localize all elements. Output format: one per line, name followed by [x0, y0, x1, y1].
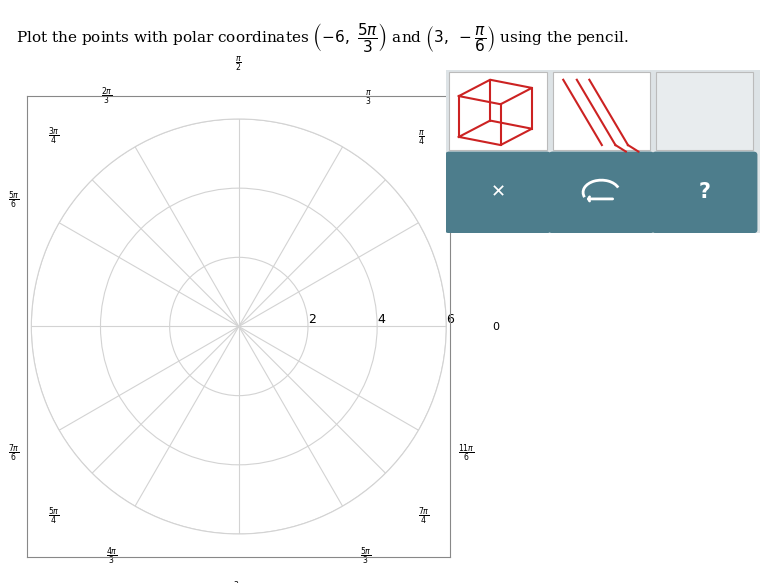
- Text: 4: 4: [377, 314, 385, 326]
- FancyBboxPatch shape: [656, 72, 753, 150]
- Text: ✕: ✕: [490, 184, 506, 201]
- Text: $\frac{\pi}{6}$: $\frac{\pi}{6}$: [458, 191, 465, 209]
- Text: $\frac{5\pi}{4}$: $\frac{5\pi}{4}$: [48, 505, 60, 527]
- Text: $\frac{3\pi}{2}$: $\frac{3\pi}{2}$: [233, 580, 244, 583]
- FancyBboxPatch shape: [549, 152, 654, 233]
- Text: $\frac{\pi}{4}$: $\frac{\pi}{4}$: [418, 129, 424, 147]
- Text: 2: 2: [308, 314, 316, 326]
- Text: $\frac{2\pi}{3}$: $\frac{2\pi}{3}$: [100, 86, 112, 107]
- Text: $\frac{\pi}{2}$: $\frac{\pi}{2}$: [236, 54, 242, 73]
- Text: $\frac{5\pi}{3}$: $\frac{5\pi}{3}$: [359, 546, 371, 567]
- Text: Plot the points with polar coordinates $\left(-6,\ \dfrac{5\pi}{3}\right)$ and $: Plot the points with polar coordinates $…: [16, 22, 628, 54]
- Text: ?: ?: [698, 182, 711, 202]
- Text: $\frac{11\pi}{6}$: $\frac{11\pi}{6}$: [458, 442, 474, 464]
- FancyBboxPatch shape: [553, 72, 650, 150]
- Text: $\frac{7\pi}{4}$: $\frac{7\pi}{4}$: [418, 505, 430, 527]
- Text: $\frac{\pi}{3}$: $\frac{\pi}{3}$: [366, 89, 373, 107]
- Text: $\frac{4\pi}{3}$: $\frac{4\pi}{3}$: [106, 546, 118, 567]
- Text: 6: 6: [446, 314, 454, 326]
- Text: $\frac{7\pi}{6}$: $\frac{7\pi}{6}$: [8, 442, 20, 464]
- FancyBboxPatch shape: [449, 72, 547, 150]
- Text: $\frac{3\pi}{4}$: $\frac{3\pi}{4}$: [48, 126, 60, 147]
- Text: $\frac{5\pi}{6}$: $\frac{5\pi}{6}$: [8, 189, 20, 210]
- Text: $0$: $0$: [492, 321, 500, 332]
- FancyBboxPatch shape: [652, 152, 757, 233]
- FancyBboxPatch shape: [446, 152, 550, 233]
- FancyBboxPatch shape: [440, 65, 766, 238]
